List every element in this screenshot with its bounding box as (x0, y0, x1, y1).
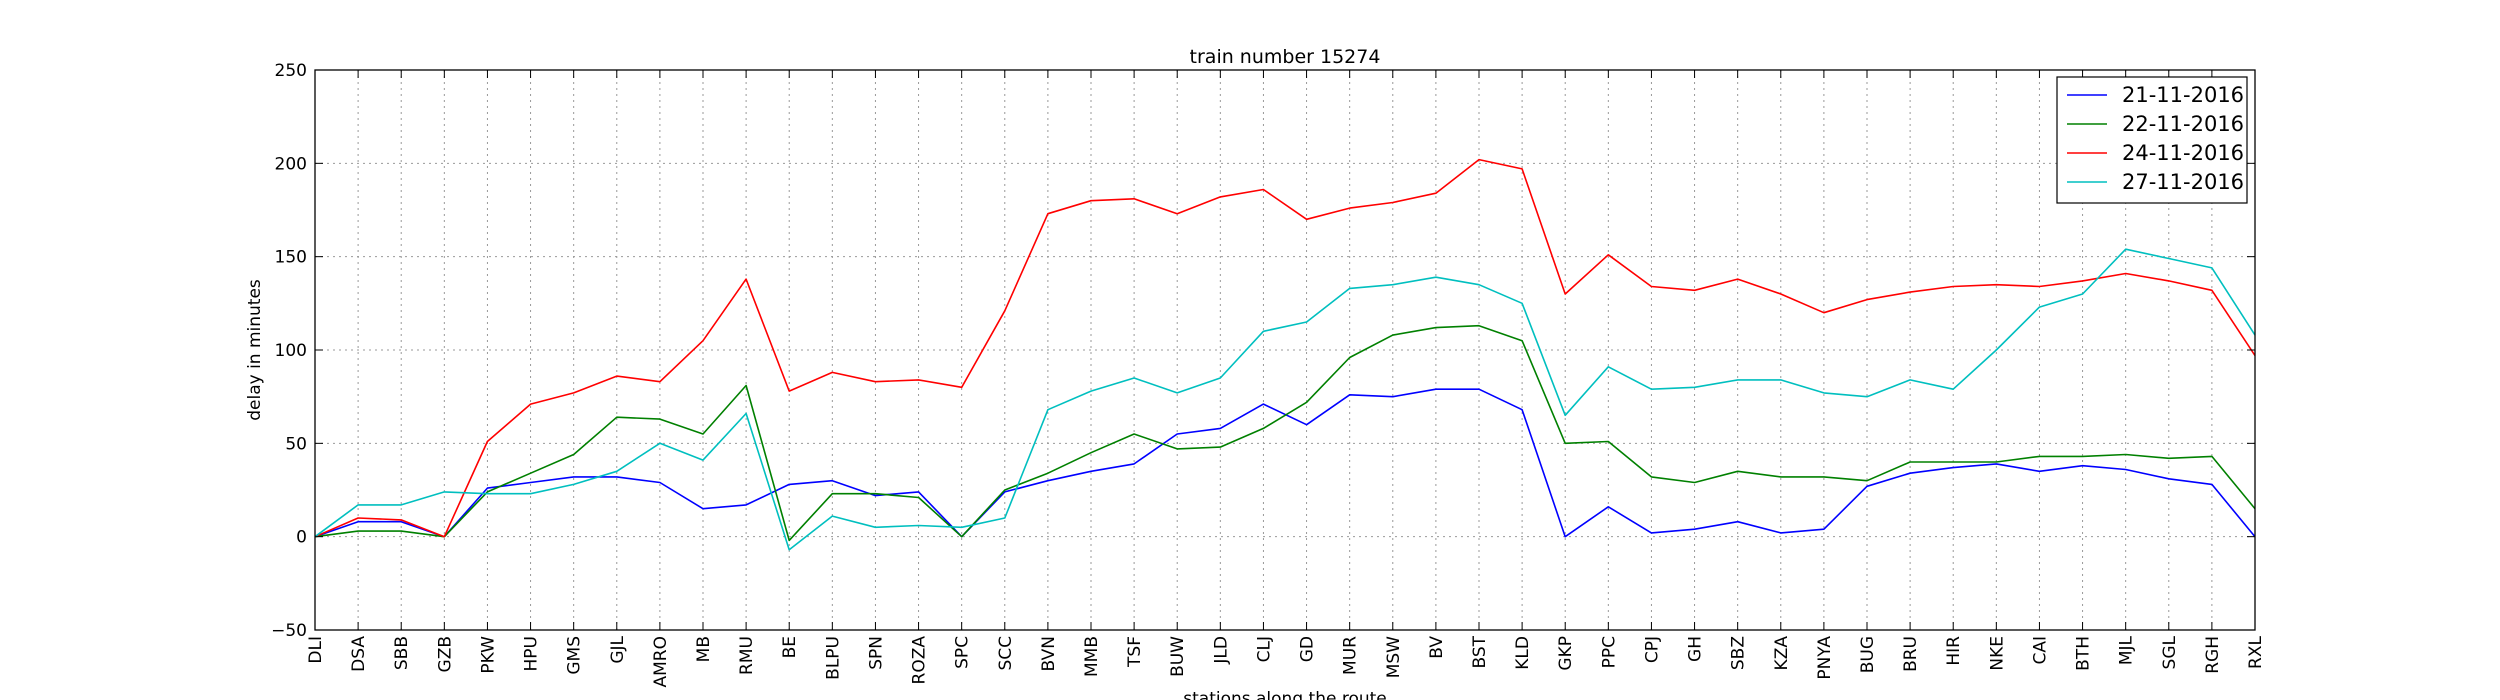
grid-layer (314, 69, 2256, 631)
x-tick-label: MUR (1341, 636, 1361, 675)
x-tick-label: GMS (565, 636, 585, 675)
y-tick-label: 250 (275, 61, 307, 81)
x-tick-label: RXL (2246, 635, 2266, 668)
x-tick-label: GH (1686, 636, 1706, 662)
x-tick-label: MSW (1384, 636, 1404, 678)
x-tick-label: GD (1298, 636, 1318, 662)
x-tick-label: PPC (1599, 636, 1619, 668)
x-tick-label: SBB (392, 636, 412, 670)
legend-label: 24-11-2016 (2122, 141, 2244, 165)
x-tick-label: BST (1470, 635, 1490, 668)
y-tick-label: 150 (275, 248, 307, 268)
x-tick-label: BTH (2074, 636, 2094, 671)
x-tick-label: RMU (737, 636, 757, 675)
x-tick-label: RGH (2203, 636, 2223, 674)
y-axis-label: delay in minutes (245, 279, 265, 421)
x-tick-label: BUW (1168, 636, 1188, 677)
x-tick-label: BRU (1901, 636, 1921, 672)
x-tick-label: BLPU (823, 636, 843, 680)
series-line-24-11-2016 (314, 158, 2256, 538)
x-tick-label: TSF (1125, 636, 1145, 668)
x-tick-label: BV (1427, 636, 1447, 659)
x-tick-label: BUG (1858, 636, 1878, 673)
x-tick-label: AMRO (651, 636, 671, 688)
x-axis-label: stations along the route (1183, 689, 1387, 700)
x-tick-label: KZA (1772, 636, 1792, 671)
y-tick-label: −50 (271, 621, 307, 641)
x-tick-label: MB (694, 636, 714, 662)
y-tick-label: 100 (275, 341, 307, 361)
plot-area-frame (314, 69, 2256, 631)
x-tick-label: CPJ (1642, 636, 1662, 663)
series-line-27-11-2016 (314, 248, 2256, 551)
x-tick-label: PKW (478, 636, 498, 674)
x-tick-label: JLD (1211, 636, 1231, 665)
x-tick-label: BE (780, 636, 800, 658)
x-tick-label: CAI (2030, 636, 2050, 665)
x-tick-label: SCC (996, 636, 1016, 671)
x-axis: DLI DSA SBB GZB PKW HPU GMS GJL AMRO MB RMU BE BLPU S… (306, 70, 2266, 688)
series-layer (314, 158, 2256, 551)
series-line-21-11-2016 (314, 388, 2256, 538)
x-tick-label: CLJ (1254, 636, 1274, 662)
x-tick-label: MMB (1082, 636, 1102, 677)
x-tick-label: SPN (866, 636, 886, 670)
x-tick-label: SPC (953, 636, 973, 669)
series-line-22-11-2016 (314, 324, 2256, 542)
x-tick-label: KLD (1513, 636, 1533, 670)
x-tick-label: SGL (2160, 635, 2180, 669)
x-tick-label: MJL (2117, 635, 2137, 665)
legend: 21-11-2016 22-11-2016 24-11-2016 27-11-2016 (2056, 76, 2248, 204)
chart-title: train number 15274 (1190, 46, 1381, 68)
x-tick-label: SBZ (1729, 636, 1749, 670)
y-tick-label: 0 (296, 528, 307, 548)
x-tick-label: GJL (608, 635, 628, 663)
x-tick-label: DLI (306, 636, 326, 664)
x-tick-label: DSA (349, 636, 369, 672)
x-tick-label: GZB (435, 636, 455, 672)
x-tick-label: NKE (1987, 636, 2007, 671)
x-tick-label: HPU (522, 636, 542, 671)
y-tick-label: 50 (285, 434, 307, 454)
legend-label: 22-11-2016 (2122, 112, 2244, 136)
x-tick-label: GKP (1556, 636, 1576, 671)
y-tick-label: 200 (275, 154, 307, 174)
x-tick-label: BVN (1039, 636, 1059, 672)
legend-label: 27-11-2016 (2122, 170, 2244, 194)
y-axis: −50 0 50 100 150 200 250 (271, 61, 2255, 641)
x-tick-label: ROZA (910, 636, 930, 685)
x-tick-label: HIR (1944, 636, 1964, 666)
x-tick-label: PNYA (1815, 636, 1835, 680)
legend-label: 21-11-2016 (2122, 83, 2244, 107)
